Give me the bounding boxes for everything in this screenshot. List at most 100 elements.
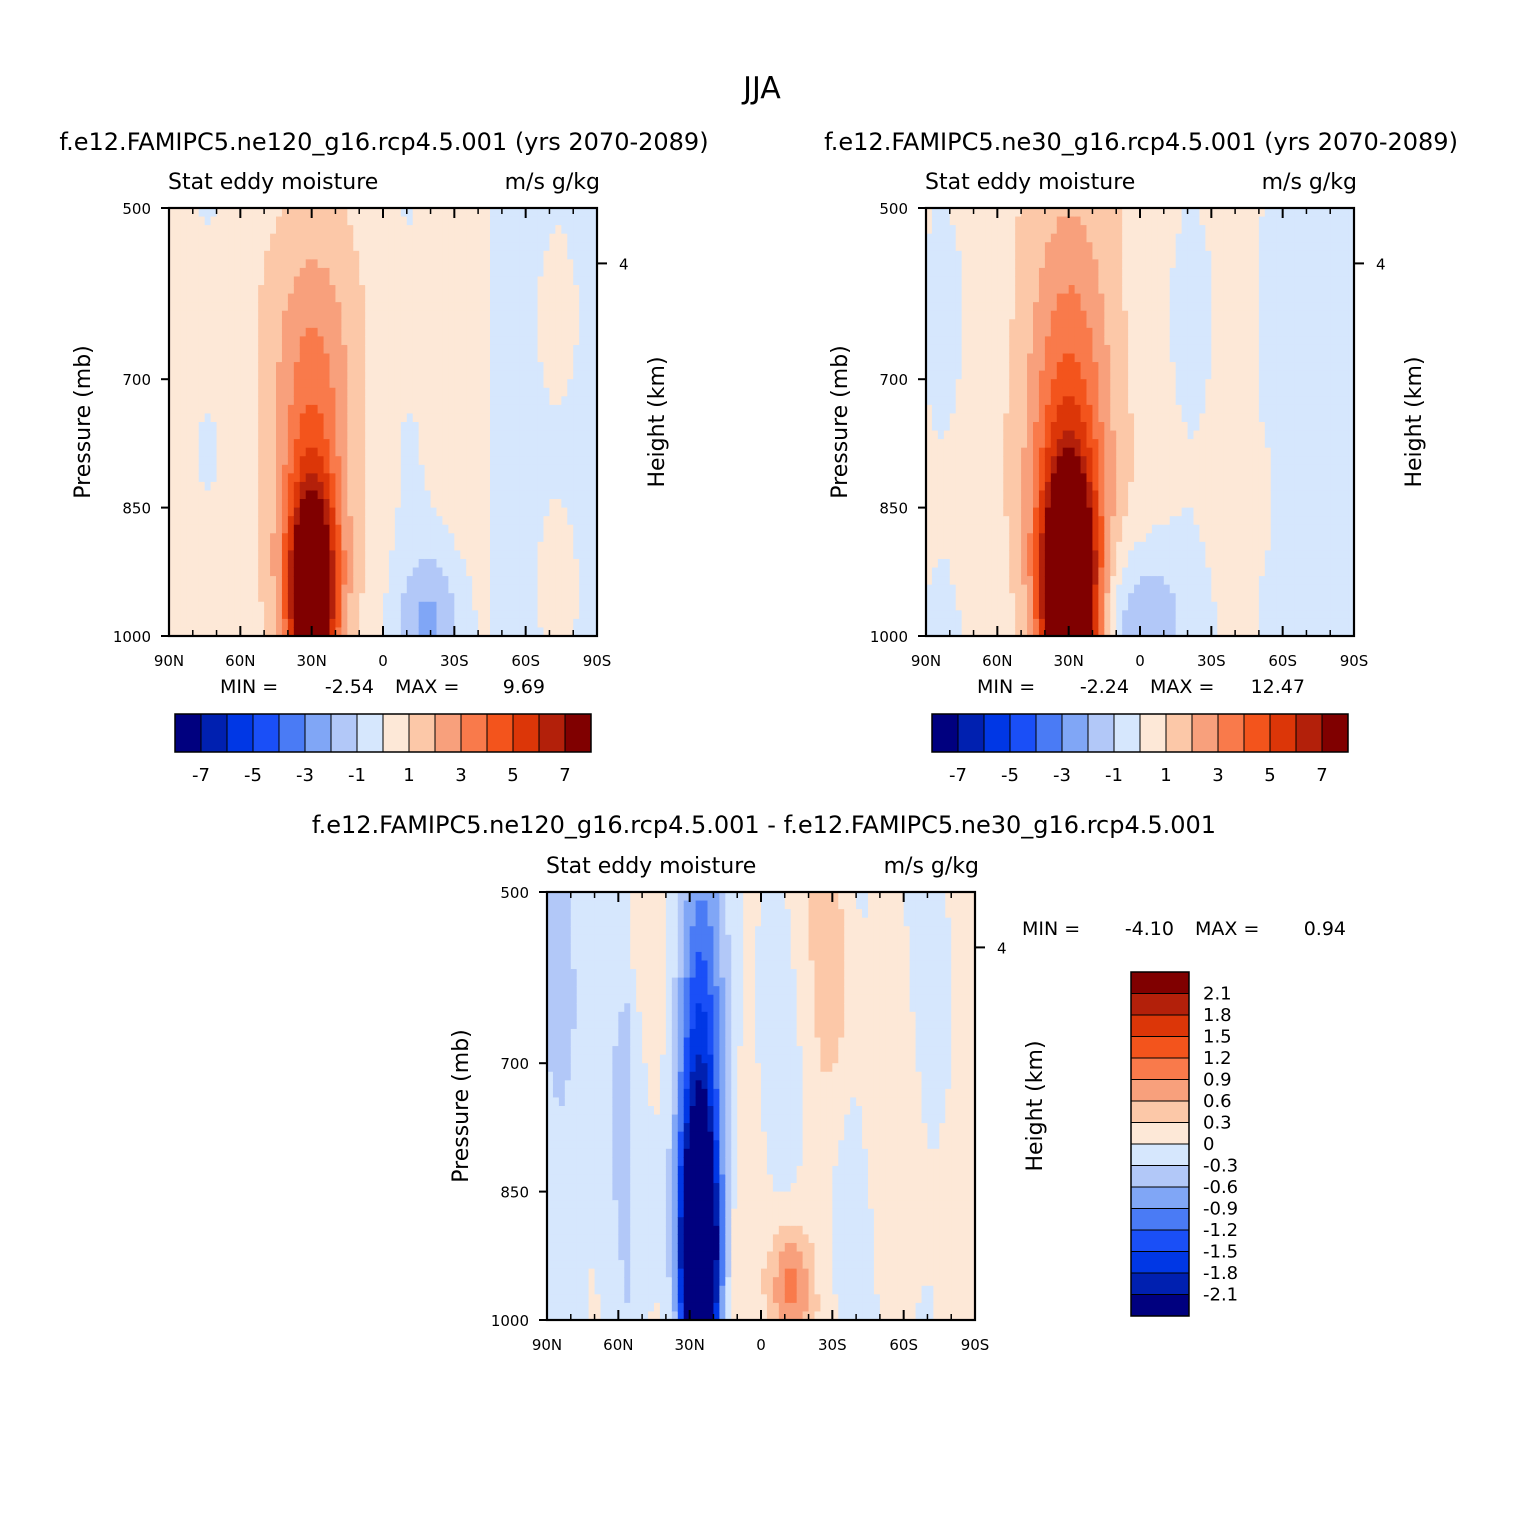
contour-cell: [270, 516, 277, 526]
contour-cell: [495, 379, 503, 389]
contour-cell: [997, 353, 1004, 363]
contour-cell: [305, 319, 313, 329]
contour-cell: [281, 576, 289, 586]
contour-cell: [1027, 576, 1034, 586]
contour-cell: [198, 430, 206, 440]
contour-cell: [460, 447, 467, 457]
contour-cell: [501, 327, 509, 337]
contour-cell: [961, 379, 969, 389]
contour-cell: [169, 242, 176, 252]
contour-cell: [579, 327, 586, 337]
contour-cell: [495, 225, 503, 235]
contour-cell: [1068, 413, 1076, 423]
contour-cell: [287, 524, 295, 534]
contour-cell: [264, 396, 271, 406]
contour-cell: [1021, 558, 1028, 569]
contour-cell: [585, 404, 592, 415]
colorbar-swatch: [408, 713, 436, 753]
contour-cell: [549, 439, 556, 449]
contour-cell: [579, 225, 586, 235]
contour-cell: [311, 327, 319, 337]
contour-cell: [424, 302, 432, 312]
contour-cell: [1056, 533, 1064, 543]
contour-cell: [406, 584, 414, 594]
contour-cell: [258, 259, 265, 269]
contour-cell: [430, 293, 438, 303]
contour-cell: [353, 507, 360, 517]
contour-cell: [1003, 584, 1010, 594]
contour-cell: [400, 344, 408, 355]
contour-cell: [359, 601, 366, 611]
contour-cell: [573, 413, 580, 423]
contour-cell: [1003, 464, 1010, 474]
contour-cell: [1056, 319, 1064, 329]
contour-cell: [490, 208, 497, 218]
contour-cell: [490, 439, 497, 449]
contour-cell: [943, 396, 951, 406]
contour-cell: [585, 267, 592, 278]
contour-cell: [519, 516, 527, 526]
contour-cell: [579, 490, 586, 500]
contour-cell: [573, 473, 580, 483]
contour-cell: [394, 593, 402, 603]
contour-cell: [436, 336, 444, 346]
contour-cell: [293, 276, 301, 286]
contour-cell: [406, 533, 414, 543]
contour-cell: [531, 533, 539, 543]
contour-cell: [400, 242, 408, 252]
contour-cell: [394, 550, 402, 560]
contour-cell: [258, 533, 265, 543]
contour-cell: [991, 541, 998, 551]
contour-cell: [1015, 499, 1022, 509]
contour-cell: [210, 430, 218, 440]
contour-cell: [335, 576, 342, 586]
contour-cell: [478, 353, 485, 363]
contour-cell: [454, 464, 461, 474]
contour-cell: [317, 336, 325, 346]
contour-cell: [1056, 618, 1064, 629]
contour-cell: [591, 336, 598, 346]
contour-cell: [365, 216, 372, 226]
contour-cell: [967, 250, 975, 260]
contour-cell: [270, 362, 277, 372]
contour-cell: [412, 327, 420, 337]
contour-cell: [949, 610, 957, 620]
contour-cell: [293, 490, 301, 500]
contour-cell: [979, 456, 987, 466]
contour-cell: [198, 507, 206, 517]
contour-cell: [1050, 285, 1058, 295]
contour-cell: [501, 319, 509, 329]
contour-cell: [961, 516, 969, 526]
contour-cell: [985, 233, 992, 243]
contour-cell: [388, 550, 396, 560]
contour-cell: [246, 413, 253, 423]
contour-cell: [967, 558, 975, 569]
contour-cell: [406, 336, 414, 346]
contour-cell: [513, 524, 521, 534]
contour-cell: [448, 216, 455, 226]
contour-cell: [501, 533, 509, 543]
contour-cell: [973, 310, 981, 320]
contour-cell: [567, 370, 574, 380]
contour-cell: [478, 310, 485, 320]
contour-cell: [276, 593, 283, 603]
contour-cell: [943, 259, 951, 269]
contour-cell: [567, 379, 574, 389]
contour-cell: [967, 627, 975, 637]
contour-cell: [531, 464, 539, 474]
contour-cell: [198, 464, 206, 474]
contour-cell: [281, 627, 289, 637]
contour-cell: [246, 370, 253, 380]
contour-cell: [973, 362, 981, 372]
contour-cell: [281, 276, 289, 286]
contour-cell: [394, 293, 402, 303]
contour-cell: [495, 285, 503, 295]
contour-cell: [430, 618, 438, 629]
contour-cell: [246, 225, 253, 235]
contour-cell: [228, 250, 235, 260]
contour-cell: [543, 404, 551, 415]
contour-cell: [937, 507, 945, 517]
contour-cell: [228, 439, 235, 449]
contour-cell: [561, 610, 568, 620]
contour-cell: [365, 250, 372, 260]
